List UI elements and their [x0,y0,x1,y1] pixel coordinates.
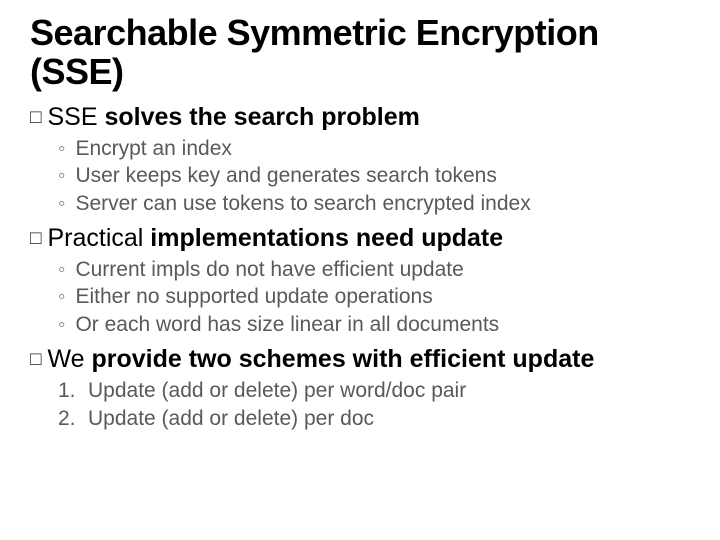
circle-bullet-icon: ◦ [58,256,65,283]
circle-bullet-icon: ◦ [58,162,65,189]
square-bullet-icon: □ [30,350,41,369]
list-item-text: Or each word has size linear in all docu… [75,311,499,338]
square-bullet-icon: □ [30,229,41,248]
section-practical: □ Practical implementations need update … [30,223,690,338]
list-item-text: Server can use tokens to search encrypte… [75,190,530,217]
slide: Searchable Symmetric Encryption (SSE) □ … [0,0,720,540]
heading-practical: □ Practical implementations need update [30,223,690,254]
circle-bullet-icon: ◦ [58,135,65,162]
heading-rest: solves the search problem [98,103,420,131]
circle-bullet-icon: ◦ [58,311,65,338]
list-item: ◦ Encrypt an index [58,135,690,162]
section-sse: □ SSE solves the search problem ◦ Encryp… [30,102,690,217]
list-item-text: Either no supported update operations [75,283,432,310]
list-item: ◦ Either no supported update operations [58,283,690,310]
list-number: 2. [58,405,80,432]
list-item: ◦ Server can use tokens to search encryp… [58,190,690,217]
heading-rest: implementations need update [143,224,503,252]
circle-bullet-icon: ◦ [58,283,65,310]
sub-list-practical: ◦ Current impls do not have efficient up… [58,256,690,338]
list-item-text: Update (add or delete) per word/doc pair [88,377,466,404]
list-item: ◦ Current impls do not have efficient up… [58,256,690,283]
list-item-text: Update (add or delete) per doc [88,405,374,432]
list-item-text: Current impls do not have efficient upda… [75,256,463,283]
heading-sse: □ SSE solves the search problem [30,102,690,133]
heading-we: □ We provide two schemes with efficient … [30,344,690,375]
list-item: ◦ Or each word has size linear in all do… [58,311,690,338]
circle-bullet-icon: ◦ [58,190,65,217]
list-item-text: User keeps key and generates search toke… [75,162,496,189]
heading-leadword: SSE [47,103,97,131]
list-item: ◦ User keeps key and generates search to… [58,162,690,189]
list-item-text: Encrypt an index [75,135,231,162]
list-number: 1. [58,377,80,404]
square-bullet-icon: □ [30,108,41,127]
sub-list-sse: ◦ Encrypt an index ◦ User keeps key and … [58,135,690,217]
heading-leadword: Practical [47,224,143,252]
heading-rest: provide two schemes with efficient updat… [85,345,595,373]
heading-leadword: We [47,345,84,373]
num-list-we: 1. Update (add or delete) per word/doc p… [58,377,690,432]
slide-title: Searchable Symmetric Encryption (SSE) [30,14,690,92]
section-we: □ We provide two schemes with efficient … [30,344,690,432]
list-item: 1. Update (add or delete) per word/doc p… [58,377,690,404]
list-item: 2. Update (add or delete) per doc [58,405,690,432]
